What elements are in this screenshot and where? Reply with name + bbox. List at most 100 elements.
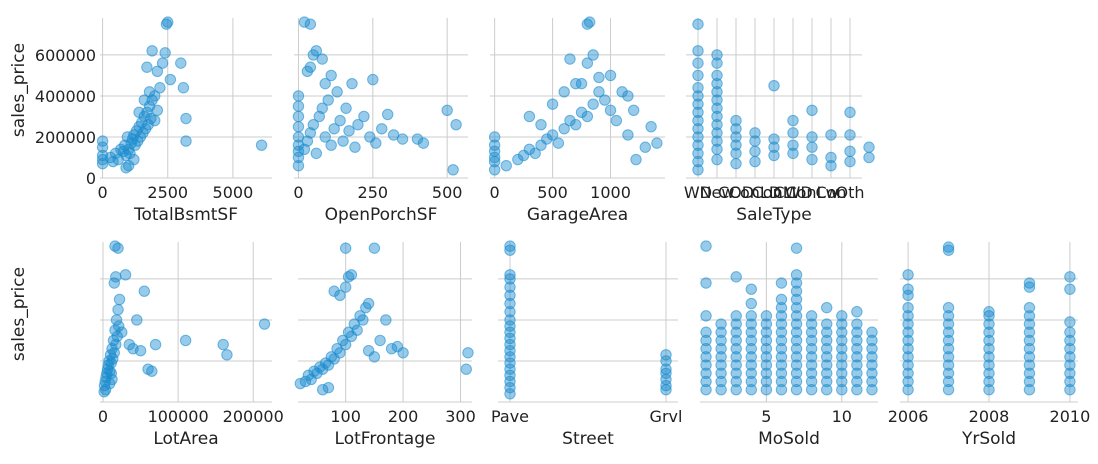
data-point [983, 375, 995, 388]
data-point [460, 363, 472, 375]
data-point [745, 342, 757, 355]
data-point [790, 301, 803, 314]
data-point [1023, 334, 1036, 347]
data-point [110, 338, 122, 351]
data-point [836, 359, 848, 371]
data-point [866, 375, 878, 388]
x-tick-label: 5 [761, 407, 771, 426]
data-point [583, 16, 596, 28]
data-point [902, 310, 914, 322]
data-point [504, 289, 516, 302]
data-point [836, 318, 848, 330]
data-point [836, 326, 848, 338]
x-axis-label: OpenPorchSF [325, 205, 438, 225]
data-point [730, 157, 742, 170]
data-point [760, 351, 773, 363]
data-point [821, 334, 833, 347]
x-tick-label: 10 [832, 407, 852, 426]
data-point [692, 164, 704, 176]
data-point [700, 326, 712, 338]
data-point [790, 310, 803, 322]
data-point [730, 318, 742, 330]
x-axis-label: YrSold [961, 429, 1016, 449]
x-tick-label: New [700, 183, 735, 202]
x-tick-label: 300 [445, 407, 476, 426]
data-point [96, 141, 109, 153]
data-point [768, 79, 780, 92]
data-point [1064, 334, 1076, 347]
data-point [381, 108, 394, 121]
data-point [711, 127, 723, 139]
data-point [983, 334, 995, 347]
x-tick-label: Oth [835, 183, 864, 202]
data-point [825, 159, 837, 172]
data-point [730, 139, 742, 151]
x-tick-label: 200 [388, 407, 419, 426]
data-point [504, 363, 516, 375]
data-point [362, 345, 375, 357]
data-point [362, 297, 375, 310]
data-point [109, 240, 121, 252]
data-point [616, 86, 628, 98]
data-point [942, 244, 955, 256]
data-point [711, 110, 723, 123]
data-point [715, 359, 727, 371]
data-point [711, 102, 723, 114]
data-point [639, 141, 651, 153]
data-point [367, 73, 379, 86]
data-point [745, 367, 757, 379]
data-point [745, 359, 757, 371]
data-point [745, 383, 757, 396]
data-point [787, 127, 799, 139]
data-point [983, 359, 995, 371]
data-point [805, 342, 818, 355]
data-point [760, 326, 773, 338]
data-point [844, 129, 856, 141]
data-point [529, 147, 541, 160]
data-point [942, 342, 955, 355]
data-point [343, 125, 355, 137]
data-point [851, 306, 863, 318]
data-point [1064, 383, 1076, 396]
data-point [570, 118, 582, 131]
data-point [162, 16, 174, 28]
data-point [902, 375, 914, 388]
data-point [339, 338, 352, 351]
data-point [113, 320, 125, 332]
x-tick-label: ConLw [785, 183, 838, 202]
data-point [552, 137, 565, 149]
data-point [660, 355, 672, 367]
data-point [447, 164, 459, 176]
x-tick-label: Pave [491, 407, 529, 426]
data-point [1064, 367, 1076, 379]
data-point [581, 57, 594, 69]
data-point [1023, 375, 1036, 388]
data-point [523, 143, 536, 155]
data-point [334, 114, 346, 127]
data-point [175, 57, 187, 69]
data-point [593, 71, 605, 84]
data-point [805, 318, 818, 330]
data-point [775, 277, 788, 289]
x-axis-label: Street [562, 429, 614, 449]
data-point [96, 135, 109, 147]
data-point [159, 47, 171, 59]
data-point [1023, 326, 1036, 338]
x-axis-label: TotalBsmtSF [133, 205, 238, 225]
data-point [692, 45, 704, 57]
data-point [339, 242, 352, 254]
data-point [715, 351, 727, 363]
data-point [745, 283, 757, 295]
data-point [790, 318, 803, 330]
data-point [1023, 351, 1036, 363]
data-point [622, 129, 634, 141]
data-point [715, 334, 727, 347]
data-point [866, 342, 878, 355]
data-point [500, 159, 512, 172]
x-tick-label: 0 [293, 183, 303, 202]
data-point [99, 383, 112, 396]
y-tick-label: 200000 [35, 128, 96, 147]
data-point [1064, 359, 1076, 371]
data-point [316, 102, 328, 114]
